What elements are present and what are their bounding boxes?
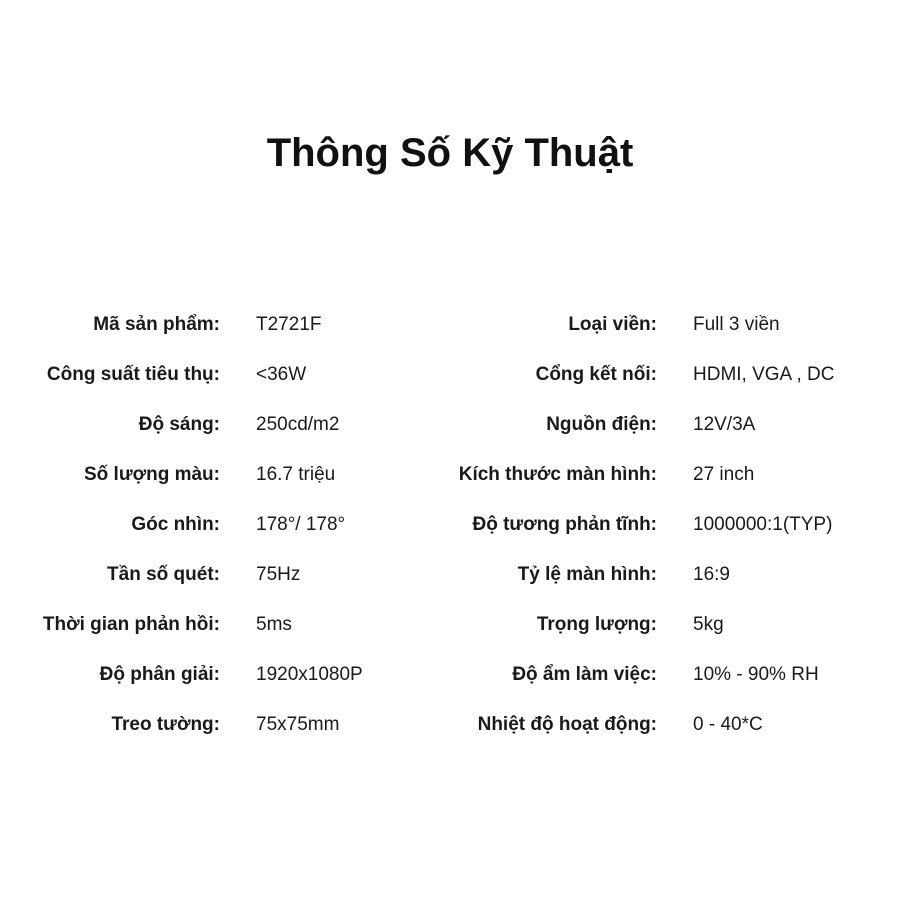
spec-label: Kích thước màn hình: [458, 464, 657, 485]
spec-table: Mã sản phẩm: T2721F Loại viền: Full 3 viền C… [0, 300, 900, 750]
spec-value: 5kg [693, 614, 724, 635]
spec-label: Độ ẩm làm việc: [512, 664, 657, 685]
spec-value: 75x75mm [256, 714, 340, 735]
spec-row: Độ sáng: 250cd/m2 Nguồn điện: 12V/3A [0, 400, 900, 450]
spec-value: 1920x1080P [256, 664, 363, 685]
spec-label: Tần số quét: [107, 564, 220, 585]
spec-label: Treo tường: [111, 714, 220, 735]
spec-value: 12V/3A [693, 414, 756, 435]
spec-value: HDMI, VGA , DC [693, 364, 835, 385]
spec-value: 10% - 90% RH [693, 664, 819, 685]
spec-row: Góc nhìn: 178°/ 178° Độ tương phản tĩnh: 10… [0, 500, 900, 550]
spec-row: Công suất tiêu thụ: <36W Cổng kết nối: HDMI… [0, 350, 900, 400]
spec-label: Độ tương phản tĩnh: [472, 514, 658, 535]
spec-value: T2721F [256, 314, 322, 335]
spec-row: Treo tường: 75x75mm Nhiệt độ hoạt động: 0 -… [0, 700, 900, 750]
spec-label: Cổng kết nối: [535, 364, 657, 385]
spec-value: 75Hz [256, 564, 301, 585]
spec-row: Thời gian phản hồi: 5ms Trọng lượng: 5kg [0, 600, 900, 650]
spec-row: Số lượng màu: 16.7 triệu Kích thước màn hì… [0, 450, 900, 500]
spec-label: Mã sản phẩm: [93, 314, 220, 335]
spec-row: Độ phân giải: 1920x1080P Độ ẩm làm việc: 10… [0, 650, 900, 700]
spec-label: Số lượng màu: [84, 464, 220, 485]
spec-label: Độ phân giải: [99, 664, 220, 685]
spec-row: Mã sản phẩm: T2721F Loại viền: Full 3 viền [0, 300, 900, 350]
spec-label: Công suất tiêu thụ: [46, 364, 220, 385]
spec-label: Góc nhìn: [131, 514, 220, 535]
spec-value: 1000000:1(TYP) [693, 514, 833, 535]
spec-value: 5ms [256, 614, 292, 635]
spec-value: 16:9 [693, 564, 730, 585]
spec-value: 178°/ 178° [256, 514, 346, 535]
spec-label: Thời gian phản hồi: [42, 614, 220, 635]
spec-value: 27 inch [693, 464, 755, 485]
spec-label: Trọng lượng: [536, 614, 657, 635]
spec-label: Tỷ lệ màn hình: [517, 564, 657, 585]
spec-value: Full 3 viền [693, 314, 780, 335]
spec-label: Nhiệt độ hoạt động: [477, 714, 657, 735]
page-title: Thông Số Kỹ Thuật [266, 131, 634, 175]
spec-label: Loại viền: [568, 314, 657, 335]
spec-label: Độ sáng: [138, 414, 220, 435]
spec-value: 16.7 triệu [256, 464, 336, 485]
spec-value: <36W [256, 364, 307, 385]
spec-row: Tần số quét: 75Hz Tỷ lệ màn hình: 16:9 [0, 550, 900, 600]
spec-value: 250cd/m2 [256, 414, 340, 435]
spec-label: Nguồn điện: [546, 414, 657, 435]
spec-value: 0 - 40*C [693, 714, 763, 735]
